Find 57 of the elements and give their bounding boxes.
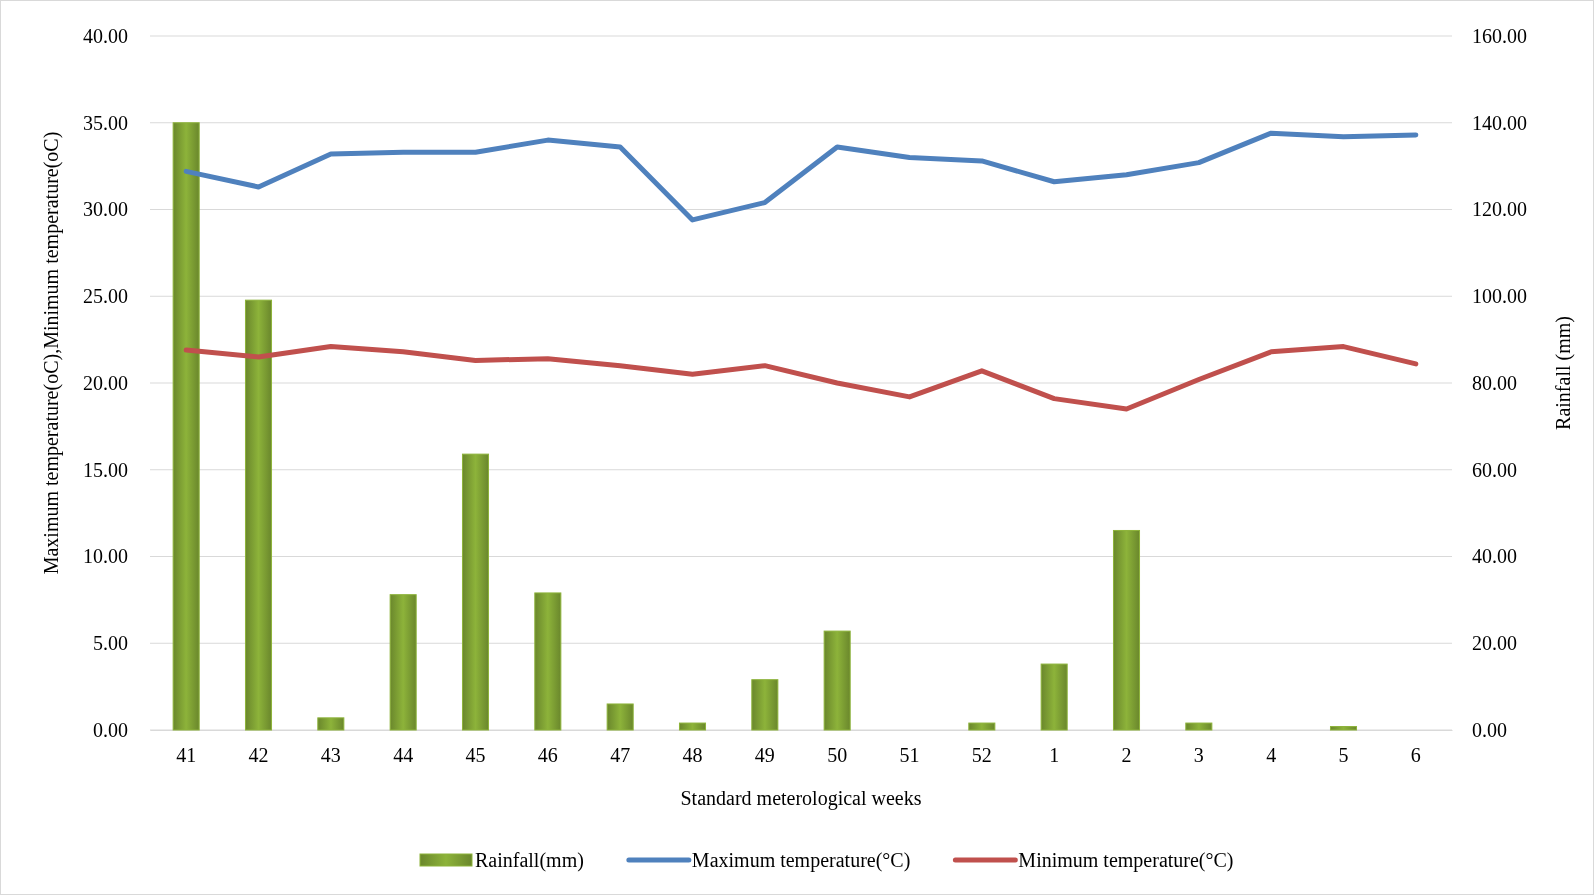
bar (751, 679, 779, 731)
y2-tick-label: 80.00 (1472, 371, 1517, 394)
y2-tick-label: 100.00 (1472, 285, 1527, 308)
y2-tick-label: 60.00 (1472, 458, 1517, 481)
bar (1040, 663, 1068, 731)
x-tick-label: 52 (971, 744, 992, 767)
y-axis-title: Maximum temperature(oC),Minimum temperature(oC) (40, 131, 63, 575)
y2-tick-label: 0.00 (1472, 718, 1507, 741)
x-tick-label: 2 (1121, 744, 1132, 767)
x-tick-label: 43 (320, 744, 341, 767)
x-tick-label: 47 (610, 744, 631, 767)
x-tick-label: 46 (537, 744, 558, 767)
legend-label: Maximum temperature(°C) (691, 849, 911, 872)
bar (317, 717, 345, 731)
y2-tick-label: 20.00 (1472, 632, 1517, 655)
x-axis-title: Standard meterological weeks (680, 787, 922, 810)
bar (678, 722, 707, 731)
x-tick-label: 50 (827, 744, 848, 767)
x-tick-label: 42 (248, 744, 269, 767)
bar (1112, 529, 1141, 731)
x-tick-label: 49 (754, 744, 775, 767)
bar (1185, 722, 1213, 731)
bar (244, 299, 273, 731)
y-tick-label: 25.00 (83, 285, 128, 308)
bar (1329, 726, 1358, 731)
legend-label: Minimum temperature(°C) (1018, 849, 1234, 872)
y-tick-label: 0.00 (93, 718, 128, 741)
x-tick-label: 51 (899, 744, 920, 767)
bar (534, 592, 562, 731)
y-tick-label: 20.00 (83, 371, 128, 394)
y2-tick-label: 40.00 (1472, 545, 1517, 568)
x-tick-label: 45 (465, 744, 486, 767)
y2-tick-label: 140.00 (1472, 111, 1527, 134)
y2-axis-title: Rainfall (mm) (1552, 316, 1575, 430)
x-tick-label: 3 (1193, 744, 1204, 767)
x-tick-label: 6 (1410, 744, 1421, 767)
x-tick-label: 4 (1266, 744, 1277, 767)
legend-label: Rainfall(mm) (475, 849, 584, 872)
y-tick-label: 15.00 (83, 458, 128, 481)
y-tick-label: 30.00 (83, 198, 128, 221)
x-tick-label: 44 (393, 744, 414, 767)
x-tick-label: 48 (682, 744, 703, 767)
bar (606, 703, 634, 731)
x-tick-label: 5 (1338, 744, 1349, 767)
x-tick-label: 41 (176, 744, 197, 767)
y-tick-label: 35.00 (83, 111, 128, 134)
bar (823, 630, 851, 731)
y-tick-label: 40.00 (83, 24, 128, 47)
bar (389, 594, 417, 731)
y2-tick-label: 120.00 (1472, 198, 1527, 221)
bar (968, 722, 996, 731)
y-tick-label: 10.00 (83, 545, 128, 568)
y2-tick-label: 160.00 (1472, 24, 1527, 47)
x-tick-label: 1 (1049, 744, 1060, 767)
bar (172, 122, 200, 731)
bar (461, 453, 490, 731)
y-tick-label: 5.00 (93, 632, 128, 655)
